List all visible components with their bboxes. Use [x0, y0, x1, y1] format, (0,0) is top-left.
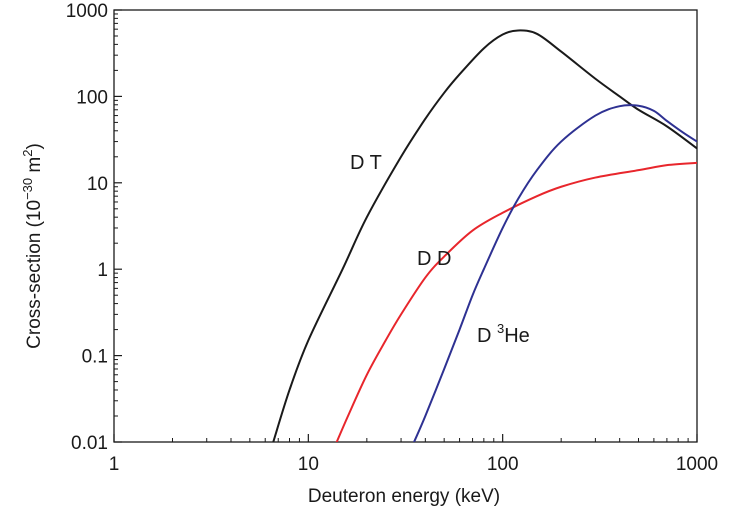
- y-axis-title-middle: m: [24, 157, 45, 178]
- plot-border: [113, 9, 698, 443]
- series-label-dd: D D: [417, 248, 451, 270]
- y-axis-title-suffix: ): [24, 143, 45, 149]
- y-tick-label: 1000: [66, 1, 108, 22]
- y-tick-label: 1: [97, 260, 108, 281]
- series-lines: [272, 29, 697, 442]
- y-axis-title-exp2: 2: [20, 150, 35, 157]
- series-label-d3he-sup: 3: [497, 321, 504, 336]
- series-label-d3he: D 3He: [477, 321, 530, 347]
- x-tick-label: 1000: [676, 454, 718, 475]
- x-tick-label: 100: [487, 454, 519, 475]
- y-axis-title-exp: −30: [20, 178, 35, 200]
- plot-frame: [113, 9, 698, 443]
- series-label-d3he-post: He: [504, 325, 530, 347]
- y-axis-title-prefix: Cross-section (10: [24, 200, 45, 349]
- series-line-dt: [272, 29, 697, 442]
- minor-ticks: [114, 13, 689, 442]
- x-tick-labels: 1 10 100 1000: [109, 454, 718, 475]
- x-axis-title: Deuteron energy (keV): [308, 486, 500, 507]
- series-line-dd: [335, 161, 697, 442]
- y-tick-label: 10: [87, 174, 108, 195]
- y-tick-label: 0.01: [71, 433, 108, 454]
- y-tick-labels: 0.01 0.1 1 10 100 1000: [66, 1, 108, 454]
- y-tick-label: 0.1: [82, 347, 108, 368]
- series-label-dt: D T: [350, 152, 382, 174]
- x-tick-label: 10: [298, 454, 319, 475]
- series-line-d3he: [413, 104, 697, 442]
- major-ticks: [113, 9, 698, 443]
- y-tick-label: 100: [76, 87, 108, 108]
- x-tick-label: 1: [109, 454, 120, 475]
- series-label-d3he-pre: D: [477, 325, 497, 347]
- y-axis-title: Cross-section (10−30 m2): [20, 143, 45, 349]
